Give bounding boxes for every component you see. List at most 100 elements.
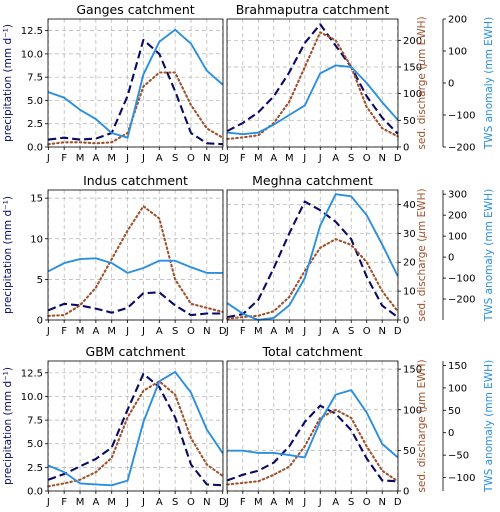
x-tick-label: A [270, 326, 277, 337]
panel-title-total-catchment: Total catchment [261, 344, 362, 359]
x-tick-label: J [141, 153, 145, 164]
x-tick-label: D [219, 326, 227, 337]
tws-anomaly-line [47, 370, 224, 487]
sediment-axis-label: sed. discharge (μm EWH) [416, 188, 428, 321]
sed-tick-label: 0 [403, 143, 409, 154]
x-tick-label: A [92, 326, 99, 337]
tws-tick-label: 300 [448, 190, 467, 201]
precipitation-line [226, 404, 398, 483]
x-tick-label: N [203, 497, 210, 508]
x-tick-label: J [225, 497, 229, 508]
x-tick-label: D [394, 326, 402, 337]
x-tick-label: O [363, 497, 371, 508]
sed-tick-label: 100 [403, 405, 422, 416]
y-tick-label: 2.5 [27, 463, 43, 474]
x-tick-label: O [187, 326, 195, 337]
x-tick-label: J [125, 497, 129, 508]
y-tick-label: 5.0 [27, 439, 43, 450]
sed-tick-label: 100 [403, 89, 422, 100]
sed-tick-label: 30 [403, 229, 416, 240]
panel-frame-brahmaputra-catchment [226, 18, 399, 148]
x-tick-label: A [270, 497, 277, 508]
precipitation-axis-label: precipitation (mm d⁻¹) [2, 24, 14, 142]
sed-tick-label: 10 [403, 287, 416, 298]
x-tick-label: A [92, 497, 99, 508]
precipitation-line [48, 38, 223, 146]
x-tick-label: D [394, 153, 402, 164]
x-tick-label: S [348, 497, 354, 508]
sediment-discharge-line [47, 71, 224, 146]
panel-frame-meghna-catchment [226, 189, 399, 321]
x-tick-label: O [363, 153, 371, 164]
y-tick-label: 15 [30, 194, 43, 205]
x-tick-label: J [225, 153, 229, 164]
sed-tick-label: 50 [403, 446, 416, 457]
x-tick-label: J [302, 326, 306, 337]
x-tick-label: J [318, 153, 322, 164]
x-tick-label: M [107, 326, 116, 337]
precipitation-line [47, 372, 223, 487]
panel-title-brahmaputra-catchment: Brahmaputra catchment [236, 2, 390, 17]
x-tick-label: O [187, 153, 195, 164]
x-tick-label: M [107, 497, 116, 508]
x-tick-label: A [156, 497, 163, 508]
x-tick-label: M [107, 153, 116, 164]
x-tick-label: J [46, 326, 50, 337]
x-tick-label: N [378, 497, 385, 508]
precipitation-axis-label: precipitation (mm d⁻¹) [2, 196, 14, 314]
y-tick-label: 10.0 [21, 49, 43, 60]
y-tick-label: 10.0 [21, 392, 43, 403]
precipitation-axis-label: precipitation (mm d⁻¹) [2, 367, 14, 485]
x-tick-label: A [92, 153, 99, 164]
x-tick-label: J [141, 326, 145, 337]
sed-tick-label: 0 [403, 316, 409, 327]
sediment-discharge-line [47, 205, 224, 317]
tws-anomaly-line [47, 28, 224, 139]
sed-tick-label: 150 [403, 63, 422, 74]
y-tick-label: 0 [37, 316, 43, 327]
x-tick-label: F [61, 326, 67, 337]
tws-axis-label: TWS anomaly (mm EWH) [483, 360, 495, 493]
precipitation-line [226, 23, 399, 135]
x-tick-label: J [46, 153, 50, 164]
tws-tick-label: 100 [448, 383, 467, 394]
tws-anomaly-line [47, 257, 223, 274]
tws-tick-label: 150 [448, 361, 467, 372]
x-tick-label: S [348, 326, 354, 337]
tws-tick-label: 100 [448, 232, 467, 243]
x-tick-label: N [378, 326, 385, 337]
x-tick-label: S [348, 153, 354, 164]
tws-axis-label: TWS anomaly (mm EWH) [483, 17, 495, 150]
tws-tick-label: 200 [448, 15, 467, 26]
x-tick-label: J [318, 326, 322, 337]
x-tick-label: A [156, 326, 163, 337]
x-tick-label: N [378, 153, 385, 164]
y-tick-label: 5.0 [27, 96, 43, 107]
x-tick-label: A [156, 153, 163, 164]
x-tick-label: S [172, 497, 178, 508]
tws-tick-label: 0 [448, 79, 454, 90]
x-tick-label: A [332, 153, 339, 164]
sediment-axis-label: sed. discharge (μm EWH) [416, 16, 428, 149]
x-tick-label: M [254, 497, 263, 508]
y-tick-label: 12.5 [21, 26, 43, 37]
tws-tick-label: −200 [448, 143, 475, 154]
tws-tick-label: 100 [448, 47, 467, 58]
x-tick-label: O [187, 497, 195, 508]
tws-tick-label: 0 [448, 253, 454, 264]
y-tick-label: 7.5 [27, 416, 43, 427]
tws-tick-label: 50 [448, 406, 461, 417]
tws-anomaly-line [227, 389, 399, 459]
x-tick-label: F [240, 326, 246, 337]
panel-title-ganges-catchment: Ganges catchment [76, 2, 194, 17]
x-tick-label: F [61, 153, 67, 164]
panel-frame-ganges-catchment [47, 18, 224, 148]
y-tick-label: 5 [37, 275, 43, 286]
x-tick-label: A [332, 326, 339, 337]
x-tick-label: N [203, 153, 210, 164]
tws-tick-label: −100 [448, 274, 475, 285]
tws-axis-label: TWS anomaly (mm EWH) [483, 189, 495, 322]
tws-tick-label: −100 [448, 473, 475, 484]
tws-tick-label: −200 [448, 295, 475, 306]
y-tick-label: 0.0 [27, 487, 43, 498]
